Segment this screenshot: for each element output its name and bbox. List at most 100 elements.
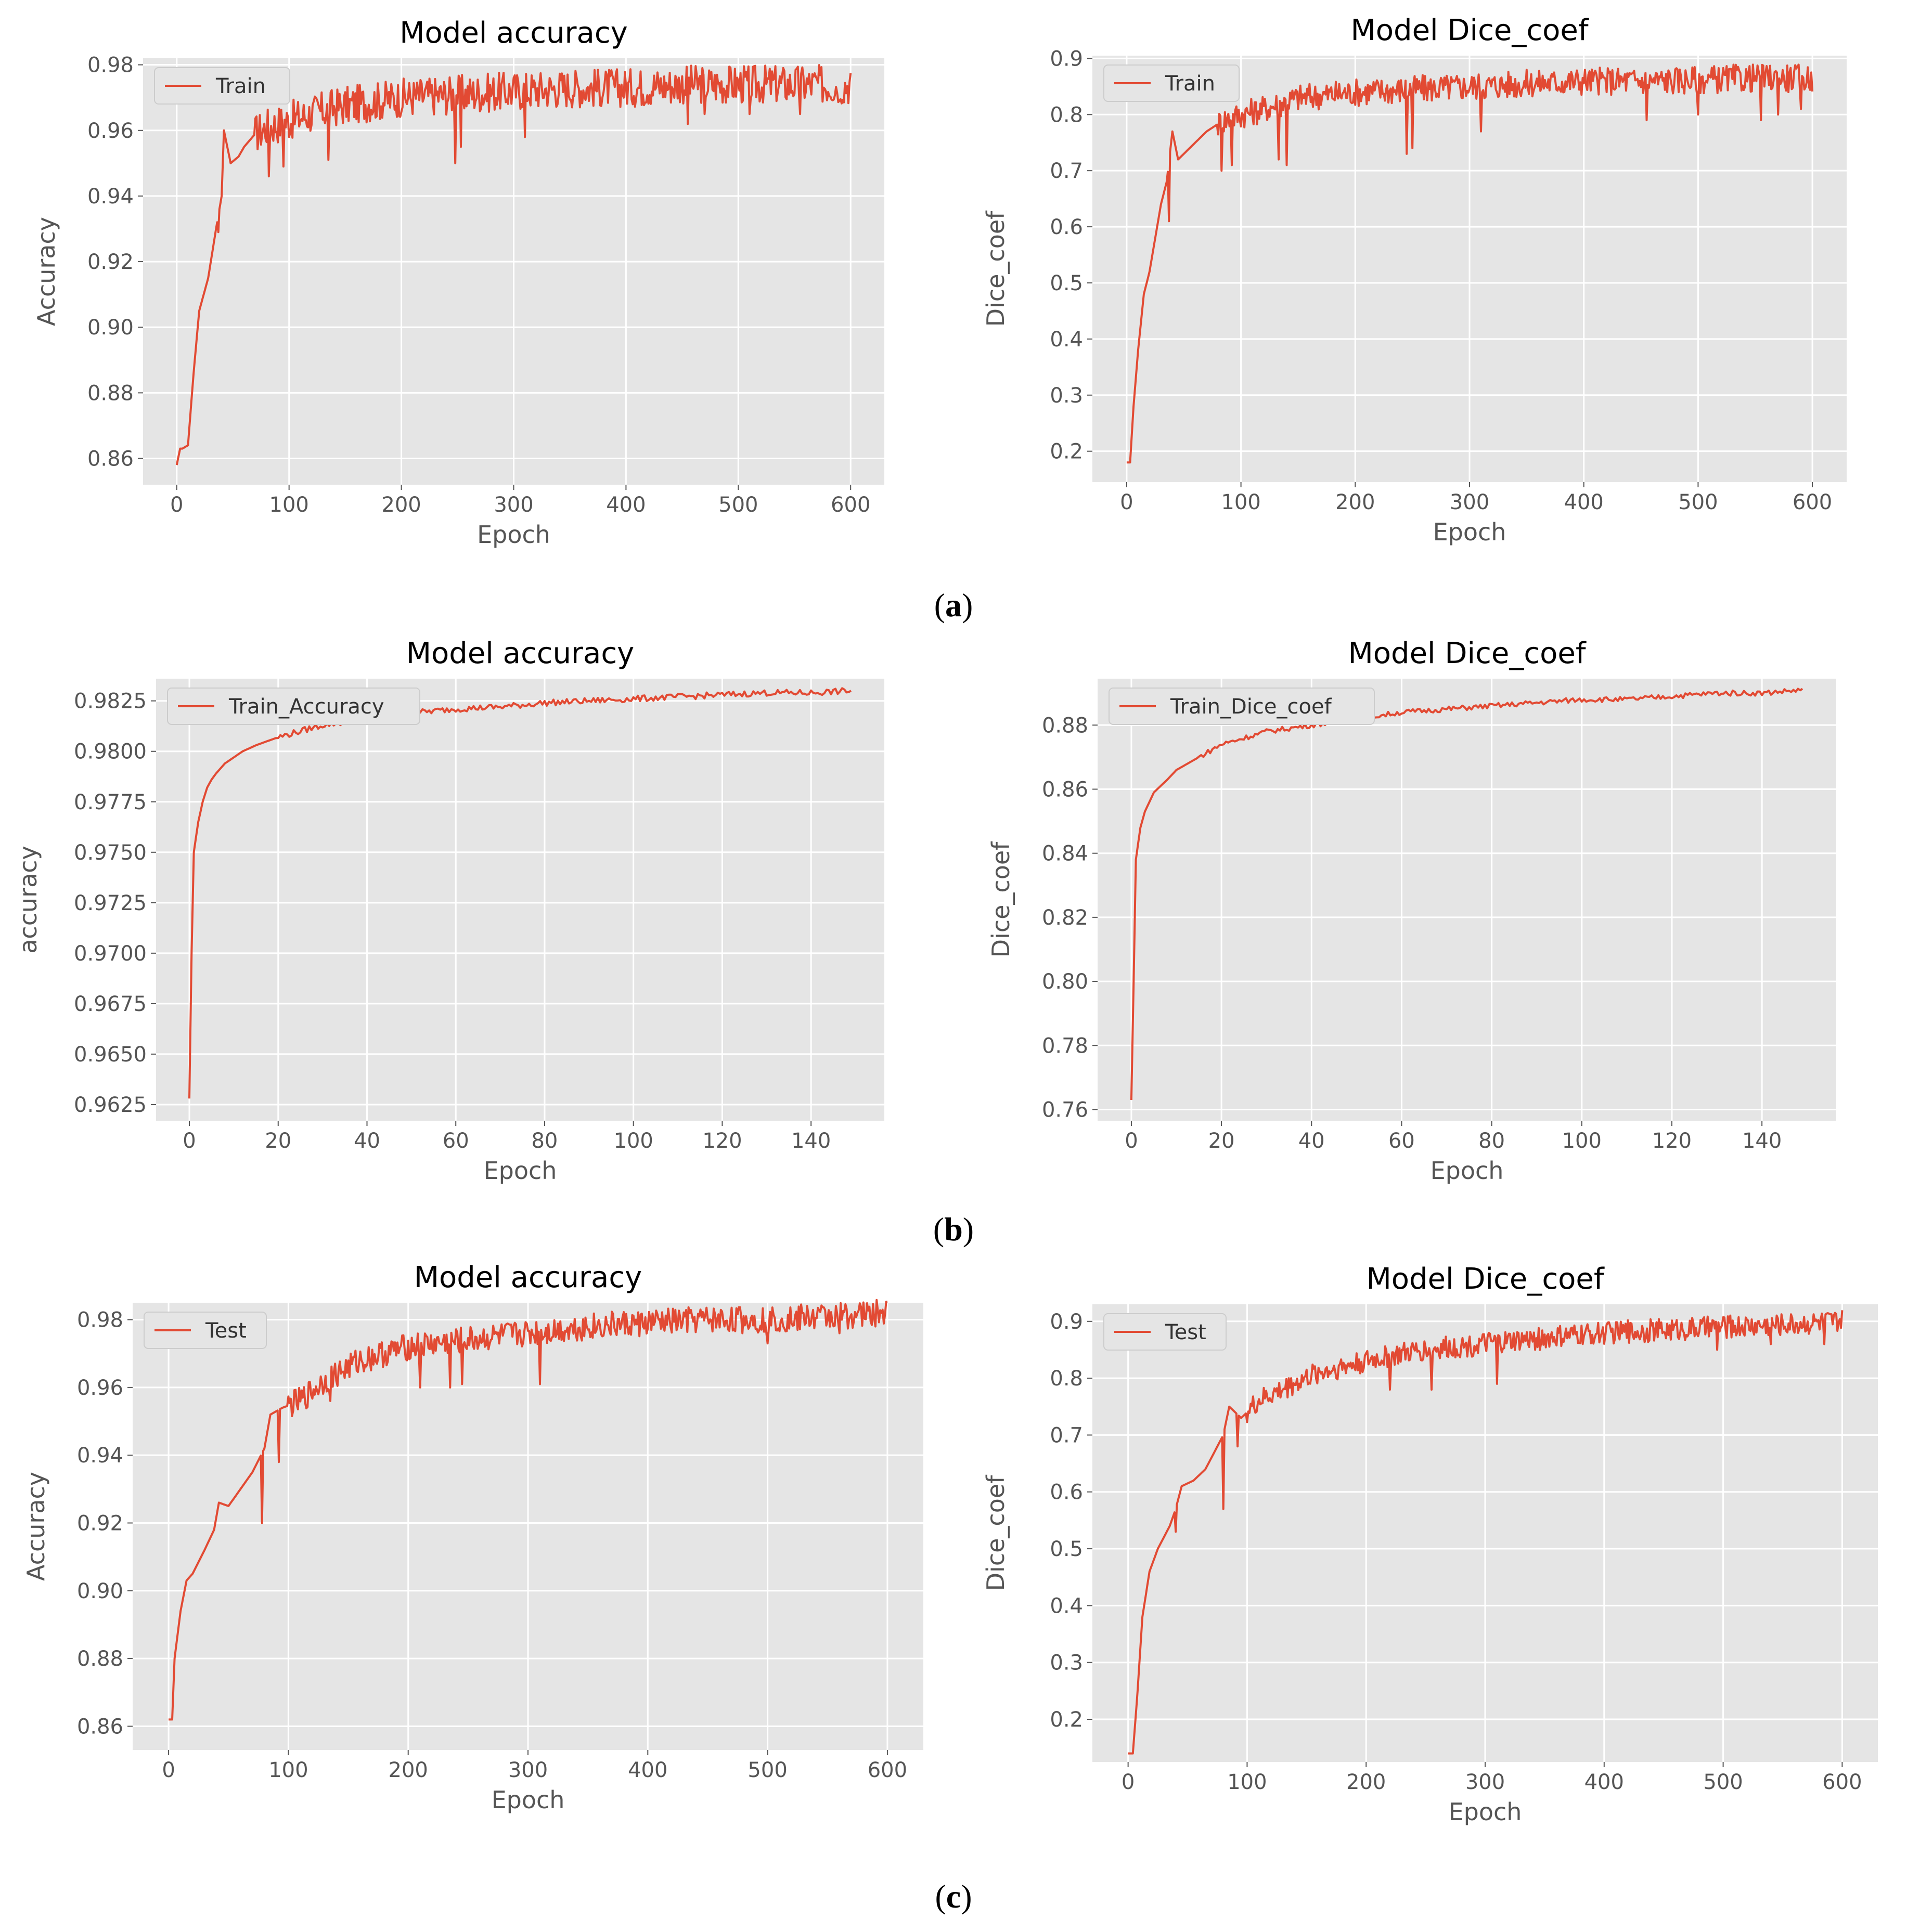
y-tick-label: 0.80 [1042,970,1088,994]
x-tick-label: 400 [628,1758,667,1782]
y-axis-label: Dice_coef [987,841,1015,958]
y-tick-label: 0.9725 [74,891,147,915]
x-tick-label: 20 [1208,1129,1235,1153]
x-tick-label: 60 [1388,1129,1415,1153]
y-tick-label: 0.2 [1050,1708,1083,1732]
legend-label: Test [205,1319,247,1343]
x-tick-label: 200 [381,493,421,517]
y-tick-label: 0.9750 [74,841,147,865]
panel-caption-b: (b) [933,1211,974,1248]
y-tick-label: 0.6 [1050,215,1083,239]
y-tick-label: 0.3 [1050,384,1083,408]
x-tick-label: 0 [183,1129,196,1153]
series-line-train-dice-coef [1130,688,1803,1100]
y-tick-label: 0.5 [1050,1537,1083,1561]
y-tick-label: 0.92 [77,1511,123,1535]
y-tick-label: 0.88 [77,1647,123,1671]
x-tick-label: 20 [265,1129,291,1153]
x-tick-label: 40 [354,1129,380,1153]
chart-title: Model accuracy [400,16,628,50]
x-tick-label: 120 [1652,1129,1692,1153]
series-line-train-accuracy [188,687,852,1099]
x-tick-label: 500 [718,493,758,517]
chart-title: Model accuracy [406,637,635,670]
y-tick-label: 0.3 [1050,1651,1083,1675]
legend-box [1103,64,1240,102]
x-tick-label: 0 [162,1758,175,1782]
y-axis-label: Dice_coef [982,210,1010,327]
legend-box [144,1312,267,1349]
x-axis-label: Epoch [1449,1798,1522,1826]
x-tick-label: 0 [1122,1770,1135,1794]
legend-label: Train [215,74,266,98]
x-tick-label: 100 [614,1129,653,1153]
y-tick-label: 0.92 [87,250,134,274]
x-axis-label: Epoch [477,521,550,549]
legend-label: Train [1165,72,1215,96]
x-tick-label: 0 [1120,490,1133,514]
y-tick-label: 0.9700 [74,942,147,966]
y-tick-label: 0.7 [1050,159,1083,183]
chart-a-acc: 0 100 200 300 400 500 600 0.86 0.88 0.90 0.92 0.94 0… [32,16,884,549]
y-tick-label: 0.78 [1042,1034,1088,1058]
legend: Train_Accuracy [167,688,420,725]
y-tick-label: 0.9675 [74,992,147,1016]
x-tick-label: 120 [702,1129,742,1153]
x-tick-label: 100 [1562,1129,1602,1153]
y-axis-label: Accuracy [22,1472,50,1581]
y-tick-label: 0.86 [87,447,134,471]
x-axis-label: Epoch [1433,518,1506,546]
x-axis-label: Epoch [1431,1157,1504,1185]
x-tick-label: 0 [170,493,183,517]
y-tick-label: 0.9 [1050,47,1083,71]
y-tick-label: 0.86 [1042,778,1088,802]
x-tick-label: 400 [1584,1770,1624,1794]
x-axis-label: Epoch [492,1786,565,1814]
chart-title: Model Dice_coef [1350,14,1589,47]
legend-box [1109,688,1375,725]
chart-b-dice: 0 20 40 60 80 100 120 140 0.76 0.78 0.80 0.82 0.84 0.… [987,637,1836,1185]
x-tick-label: 600 [868,1758,907,1782]
legend: Train [1103,64,1240,102]
y-tick-label: 0.4 [1050,1594,1083,1618]
legend-box [154,67,290,105]
y-tick-label: 0.86 [77,1715,123,1739]
plot-background [1098,679,1836,1121]
y-tick-label: 0.7 [1050,1423,1083,1447]
x-tick-label: 300 [1465,1770,1505,1794]
x-tick-label: 0 [1125,1129,1138,1153]
y-tick-label: 0.9825 [74,690,147,714]
panel-caption-c: (c) [935,1878,972,1915]
x-tick-label: 140 [791,1129,831,1153]
x-tick-label: 300 [494,493,533,517]
series-line-train [1126,63,1814,464]
panel-caption-a: (a) [934,587,973,624]
chart-c-dice: 0 100 200 300 400 500 600 0.2 0.3 0.4 0.5 0.6 0.7 0.8… [982,1262,1878,1826]
legend-label: Test [1165,1320,1206,1344]
x-tick-label: 600 [1793,490,1832,514]
x-tick-label: 500 [1703,1770,1743,1794]
y-tick-label: 0.94 [77,1444,123,1468]
x-tick-label: 200 [389,1758,428,1782]
y-tick-label: 0.9800 [74,740,147,764]
y-tick-label: 0.9 [1050,1310,1083,1334]
y-tick-label: 0.94 [87,185,134,209]
y-tick-label: 0.9650 [74,1043,147,1067]
x-tick-label: 100 [268,1758,308,1782]
y-tick-label: 0.8 [1050,1367,1083,1391]
y-tick-label: 0.90 [77,1579,123,1603]
chart-title: Model Dice_coef [1348,637,1586,670]
legend-box [167,688,420,725]
x-tick-label: 140 [1742,1129,1782,1153]
legend: Train_Dice_coef [1109,688,1375,725]
legend-box [1103,1313,1227,1351]
x-tick-label: 40 [1298,1129,1325,1153]
x-tick-label: 500 [1678,490,1718,514]
y-tick-label: 0.84 [1042,842,1088,866]
y-tick-label: 0.82 [1042,906,1088,930]
y-axis-label: Dice_coef [982,1474,1010,1591]
chart-title: Model accuracy [414,1261,642,1294]
chart-a-dice: 0 100 200 300 400 500 600 0.2 0.3 0.4 0.5 0.6 0.7 0.8… [982,14,1847,546]
y-axis-label: accuracy [14,846,42,954]
